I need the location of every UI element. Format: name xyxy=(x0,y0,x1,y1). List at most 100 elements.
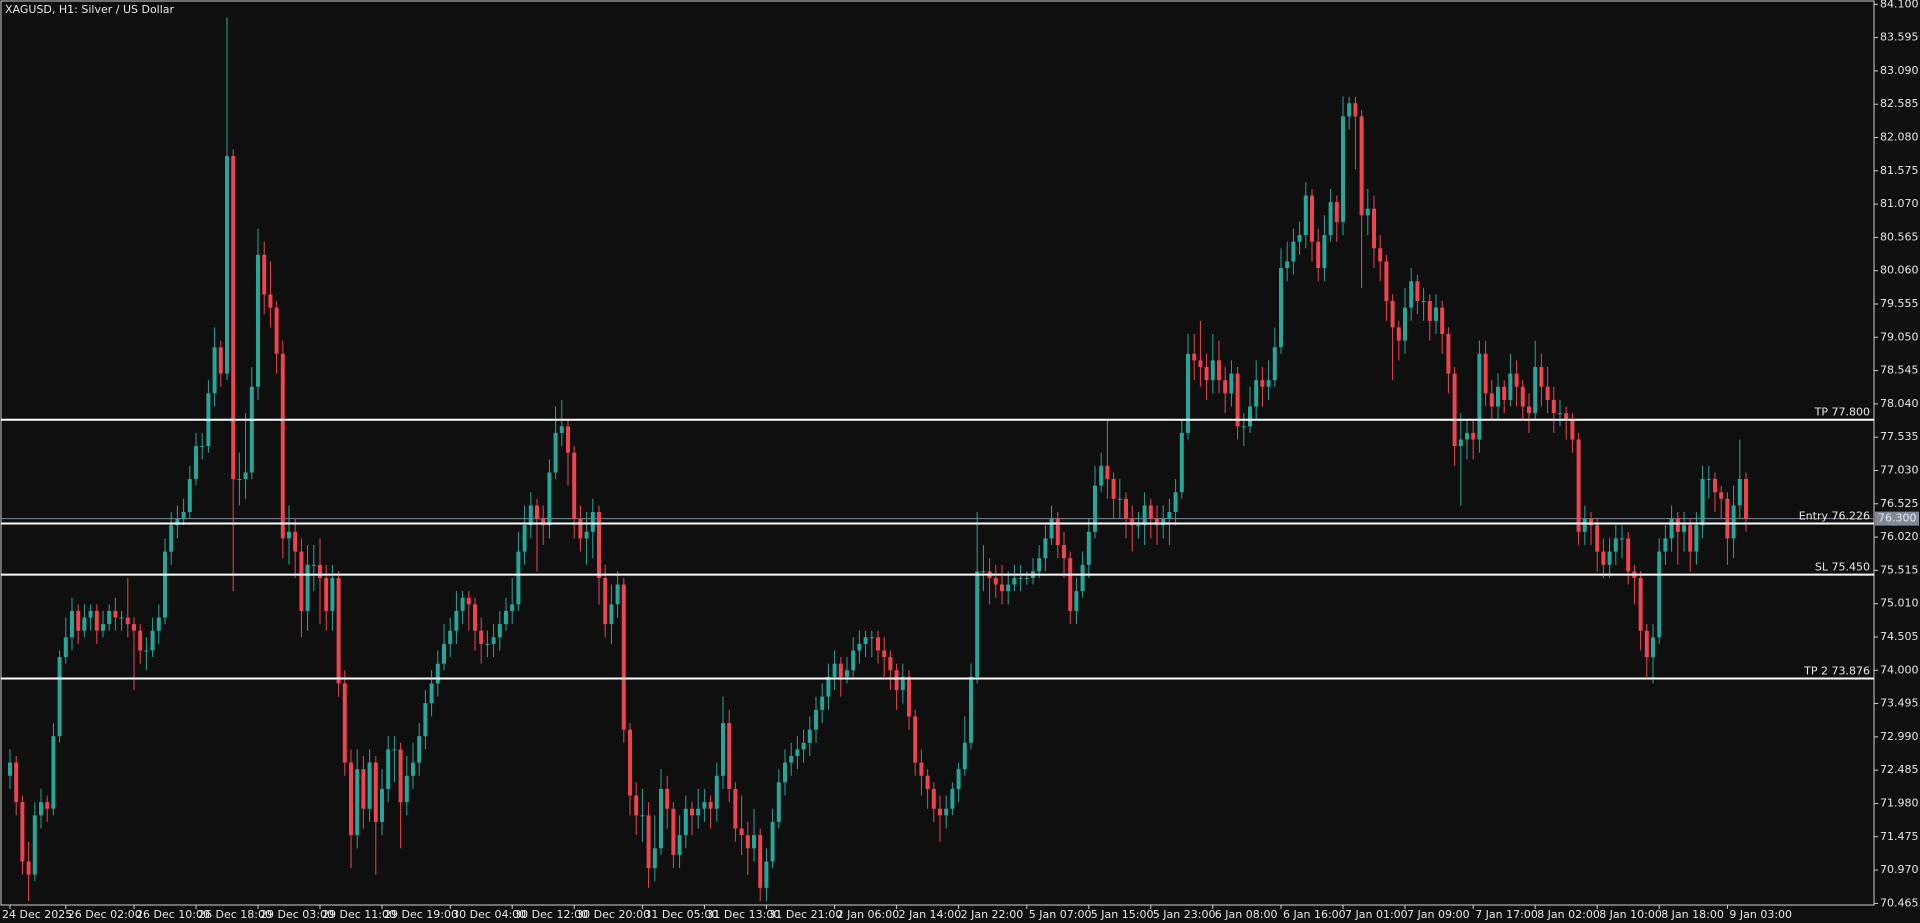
candle-body xyxy=(417,736,422,763)
candle-body xyxy=(1651,637,1655,658)
candle-body xyxy=(888,657,893,671)
candle-body xyxy=(1365,208,1370,216)
y-tick-label: 83.595 xyxy=(1880,31,1919,44)
candle-body xyxy=(876,637,880,651)
candle-body xyxy=(795,749,800,756)
candle-body xyxy=(528,505,533,526)
x-tick-label: 30 Dec 12:00 xyxy=(514,908,588,921)
chart-title: XAGUSD, H1: Silver / US Dollar xyxy=(5,3,175,16)
y-tick-label: 82.585 xyxy=(1880,97,1919,110)
candle-body xyxy=(1359,116,1364,216)
candle-body xyxy=(1502,386,1507,400)
candle-body xyxy=(770,821,775,862)
candle-body xyxy=(1384,261,1389,302)
candle-body xyxy=(1731,505,1736,539)
candle-body xyxy=(163,551,167,618)
candle-body xyxy=(1303,195,1308,236)
candle-body xyxy=(1744,479,1748,519)
candle-body xyxy=(1576,439,1581,532)
candle-body xyxy=(857,643,862,651)
y-tick-label: 70.970 xyxy=(1880,863,1919,876)
candle-body xyxy=(1018,577,1023,579)
y-tick-label: 74.505 xyxy=(1880,630,1919,643)
candle-body xyxy=(1006,584,1011,592)
candle-body xyxy=(1043,538,1048,559)
candle-body xyxy=(1737,479,1742,506)
candle-body xyxy=(1706,479,1711,481)
candle-body xyxy=(1272,347,1277,381)
y-tick-label: 74.000 xyxy=(1880,663,1919,676)
y-tick-label: 75.010 xyxy=(1880,597,1919,610)
candle-body xyxy=(1452,373,1457,447)
x-tick-label: 8 Jan 02:00 xyxy=(1537,908,1600,921)
candle-body xyxy=(1638,577,1643,631)
candle-body xyxy=(119,617,124,619)
y-tick-label: 80.565 xyxy=(1880,230,1919,243)
candle-body xyxy=(1080,564,1085,592)
candle-body xyxy=(708,802,713,809)
y-tick-label: 77.535 xyxy=(1880,430,1919,443)
candle-body xyxy=(776,782,781,822)
candle-body xyxy=(1620,538,1624,540)
candle-body xyxy=(714,775,719,809)
candle-body xyxy=(950,788,955,809)
candle-body xyxy=(20,802,25,862)
candle-body xyxy=(1527,406,1531,414)
candle-body xyxy=(231,155,236,480)
candle-body xyxy=(268,294,273,308)
candle-body xyxy=(94,610,99,631)
candle-body xyxy=(1446,333,1451,374)
candle-body xyxy=(1105,465,1110,480)
candle-body xyxy=(820,696,825,710)
candle-body xyxy=(125,617,130,625)
candle-body xyxy=(1223,380,1228,394)
candle-body xyxy=(894,670,899,691)
y-tick-label: 82.080 xyxy=(1880,131,1919,144)
y-tick-label: 72.990 xyxy=(1880,730,1919,743)
candle-body xyxy=(380,788,384,822)
candle-body xyxy=(1669,518,1674,539)
x-tick-label: 7 Jan 09:00 xyxy=(1407,908,1470,921)
candle-body xyxy=(187,479,192,513)
candle-body xyxy=(1694,525,1699,552)
candle-body xyxy=(14,762,19,803)
candle-body xyxy=(826,676,831,697)
candle-body xyxy=(1254,380,1259,407)
x-tick-label: 29 Dec 11:00 xyxy=(322,908,396,921)
y-tick-label: 72.485 xyxy=(1880,763,1919,776)
candle-body xyxy=(913,716,918,763)
candle-body xyxy=(1564,413,1569,420)
candle-body xyxy=(1117,498,1122,500)
candle-body xyxy=(1489,393,1494,407)
candle-body xyxy=(1644,630,1649,658)
candle-body xyxy=(479,630,484,644)
candle-body xyxy=(671,808,676,855)
candle-body xyxy=(448,630,453,644)
y-tick-label: 78.545 xyxy=(1880,364,1919,377)
candle-body xyxy=(615,584,620,605)
x-tick-label: 31 Dec 05:00 xyxy=(644,908,718,921)
candle-body xyxy=(1198,360,1203,367)
candle-body xyxy=(727,723,732,789)
candle-body xyxy=(702,802,707,809)
candle-body xyxy=(1682,525,1686,532)
candle-body xyxy=(212,347,217,394)
y-tick-label: 76.525 xyxy=(1880,497,1919,510)
candle-body xyxy=(349,762,353,836)
candle-body xyxy=(1390,301,1395,328)
candle-body xyxy=(1136,525,1141,527)
candle-body xyxy=(646,815,651,869)
candle-body xyxy=(1235,373,1240,427)
candle-body xyxy=(566,426,570,453)
candle-body xyxy=(1291,241,1296,262)
candle-body xyxy=(510,604,515,611)
candle-body xyxy=(814,709,818,730)
x-tick-label: 5 Jan 15:00 xyxy=(1091,908,1154,921)
candle-body xyxy=(640,815,645,817)
candle-body xyxy=(491,637,496,644)
candle-body xyxy=(1719,492,1724,499)
candle-body xyxy=(925,775,930,789)
candle-body xyxy=(1471,432,1476,440)
candle-body xyxy=(634,795,639,816)
